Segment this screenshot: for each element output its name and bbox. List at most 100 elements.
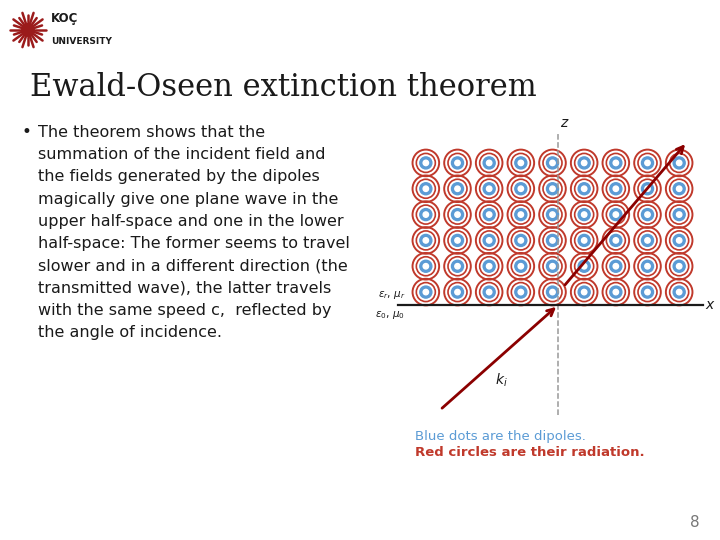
Circle shape: [582, 212, 587, 217]
Circle shape: [423, 289, 428, 295]
Circle shape: [571, 201, 598, 228]
Circle shape: [413, 150, 439, 177]
Circle shape: [539, 201, 566, 228]
Circle shape: [645, 160, 650, 166]
Circle shape: [515, 208, 527, 221]
Circle shape: [487, 212, 492, 217]
Circle shape: [508, 150, 534, 177]
Circle shape: [476, 201, 503, 228]
Circle shape: [476, 227, 503, 254]
Circle shape: [444, 175, 471, 202]
Circle shape: [451, 286, 464, 298]
Circle shape: [677, 186, 682, 192]
Circle shape: [582, 186, 587, 192]
Circle shape: [518, 289, 523, 295]
Circle shape: [645, 212, 650, 217]
Circle shape: [634, 175, 661, 202]
Circle shape: [546, 286, 559, 298]
Circle shape: [518, 264, 523, 269]
Circle shape: [634, 227, 661, 254]
Text: $\varepsilon_r$, $\mu_r$: $\varepsilon_r$, $\mu_r$: [377, 289, 405, 301]
Circle shape: [645, 238, 650, 243]
Text: •: •: [22, 123, 32, 141]
Circle shape: [546, 183, 559, 195]
Circle shape: [634, 150, 661, 177]
Circle shape: [578, 157, 590, 169]
Circle shape: [677, 160, 682, 166]
Circle shape: [518, 186, 523, 192]
Circle shape: [451, 260, 464, 272]
Circle shape: [677, 289, 682, 295]
Circle shape: [455, 289, 460, 295]
Circle shape: [420, 260, 432, 272]
Circle shape: [642, 234, 654, 246]
Text: $k_i$: $k_i$: [495, 372, 508, 389]
Circle shape: [642, 183, 654, 195]
Circle shape: [550, 212, 555, 217]
Circle shape: [634, 279, 661, 306]
Circle shape: [508, 279, 534, 306]
Circle shape: [455, 238, 460, 243]
Circle shape: [515, 286, 527, 298]
Circle shape: [571, 253, 598, 280]
Circle shape: [546, 157, 559, 169]
Circle shape: [455, 160, 460, 166]
Circle shape: [610, 183, 622, 195]
Circle shape: [602, 227, 629, 254]
Circle shape: [610, 260, 622, 272]
Text: 8: 8: [690, 515, 700, 530]
Circle shape: [451, 183, 464, 195]
Circle shape: [582, 264, 587, 269]
Circle shape: [642, 286, 654, 298]
Circle shape: [550, 289, 555, 295]
Circle shape: [673, 286, 685, 298]
Circle shape: [413, 253, 439, 280]
Circle shape: [613, 160, 618, 166]
Circle shape: [413, 227, 439, 254]
Circle shape: [420, 157, 432, 169]
Circle shape: [423, 264, 428, 269]
Circle shape: [451, 157, 464, 169]
Circle shape: [645, 186, 650, 192]
Circle shape: [420, 286, 432, 298]
Circle shape: [578, 260, 590, 272]
Circle shape: [642, 260, 654, 272]
Circle shape: [673, 234, 685, 246]
Circle shape: [634, 201, 661, 228]
Circle shape: [610, 157, 622, 169]
Circle shape: [444, 227, 471, 254]
Circle shape: [487, 264, 492, 269]
Circle shape: [578, 234, 590, 246]
Circle shape: [22, 24, 35, 36]
Circle shape: [444, 150, 471, 177]
Circle shape: [420, 234, 432, 246]
Text: Ewald-Oseen extinction theorem: Ewald-Oseen extinction theorem: [30, 72, 536, 103]
Circle shape: [487, 186, 492, 192]
Circle shape: [582, 238, 587, 243]
Circle shape: [455, 186, 460, 192]
Circle shape: [423, 186, 428, 192]
Circle shape: [613, 289, 618, 295]
Text: UNIVERSITY: UNIVERSITY: [51, 37, 112, 46]
Circle shape: [645, 264, 650, 269]
Circle shape: [602, 175, 629, 202]
Circle shape: [550, 186, 555, 192]
Text: z: z: [560, 116, 567, 130]
Circle shape: [518, 238, 523, 243]
Circle shape: [444, 201, 471, 228]
Circle shape: [455, 264, 460, 269]
Circle shape: [578, 286, 590, 298]
Circle shape: [610, 286, 622, 298]
Circle shape: [578, 183, 590, 195]
Circle shape: [645, 289, 650, 295]
Circle shape: [508, 253, 534, 280]
Circle shape: [423, 160, 428, 166]
Circle shape: [613, 212, 618, 217]
Circle shape: [582, 289, 587, 295]
Text: KOÇ: KOÇ: [51, 12, 78, 25]
Circle shape: [613, 186, 618, 192]
Circle shape: [550, 264, 555, 269]
Circle shape: [539, 150, 566, 177]
Circle shape: [602, 150, 629, 177]
Text: The theorem shows that the
summation of the incident field and
the fields genera: The theorem shows that the summation of …: [38, 125, 350, 340]
